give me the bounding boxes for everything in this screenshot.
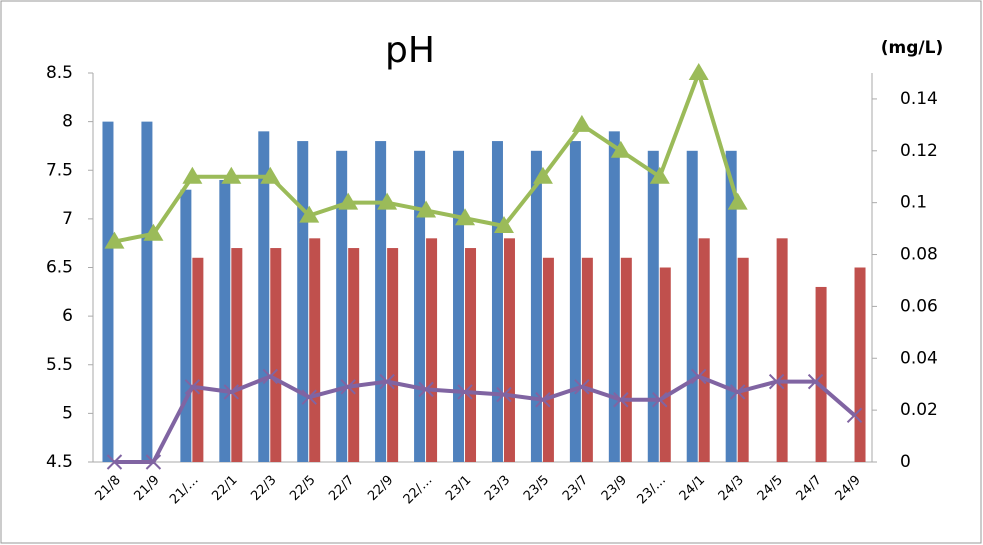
bar xyxy=(503,238,515,462)
bar xyxy=(725,150,737,463)
marker xyxy=(143,223,164,241)
bar xyxy=(686,150,698,463)
marker xyxy=(104,231,125,249)
y-tick-label: 5 xyxy=(62,403,73,423)
y2-tick-label: 0.08 xyxy=(900,245,938,265)
y-tick-label: 6 xyxy=(62,306,73,326)
bar xyxy=(530,150,542,463)
marker xyxy=(457,384,473,400)
marker xyxy=(496,386,512,403)
bar xyxy=(231,248,243,462)
bar xyxy=(375,141,387,462)
bar xyxy=(453,150,465,463)
y2-tick-label: 0.1 xyxy=(900,193,927,213)
y2-axis-label: (mg/L) xyxy=(881,38,943,58)
marker xyxy=(262,368,278,385)
y-tick-label: 7.5 xyxy=(46,160,73,180)
bar xyxy=(297,141,309,462)
bar xyxy=(581,257,593,462)
y-tick-label: 8.5 xyxy=(46,63,73,83)
marker xyxy=(574,379,590,395)
y2-tick-label: 0.06 xyxy=(900,296,938,316)
marker xyxy=(846,407,863,424)
marker xyxy=(729,384,746,400)
marker xyxy=(340,379,356,395)
bar xyxy=(348,248,360,462)
bar xyxy=(141,121,153,462)
bar xyxy=(258,131,270,462)
marker xyxy=(301,389,317,405)
marker xyxy=(455,208,476,226)
bar xyxy=(542,257,554,462)
line xyxy=(114,374,856,464)
marker xyxy=(299,205,320,223)
marker xyxy=(182,166,203,184)
marker xyxy=(184,379,201,395)
marker xyxy=(532,166,553,184)
marker xyxy=(691,368,707,385)
marker xyxy=(610,140,631,158)
marker xyxy=(379,373,395,390)
marker xyxy=(727,192,748,210)
bar xyxy=(815,286,827,462)
bar xyxy=(647,150,659,463)
marker xyxy=(493,216,514,234)
bar xyxy=(102,121,114,462)
y-tick-label: 8 xyxy=(62,112,73,132)
marker xyxy=(223,384,240,400)
marker xyxy=(535,392,551,408)
marker xyxy=(338,192,359,210)
y2-tick-label: 0 xyxy=(900,452,911,472)
bar xyxy=(387,248,399,462)
y-tick-label: 6.5 xyxy=(46,258,73,278)
marker xyxy=(145,454,162,470)
bar xyxy=(336,150,348,463)
bar xyxy=(608,131,620,462)
bar xyxy=(426,238,438,462)
marker xyxy=(571,114,592,132)
bar xyxy=(414,150,426,463)
bar xyxy=(854,267,866,462)
y-tick-label: 7 xyxy=(62,209,73,229)
y2-tick-label: 0.14 xyxy=(900,89,938,109)
bar xyxy=(491,141,503,462)
bar xyxy=(270,248,282,462)
bar xyxy=(698,238,710,462)
y2-tick-label: 0.12 xyxy=(900,141,938,161)
bar xyxy=(465,248,477,462)
marker xyxy=(418,381,434,398)
marker xyxy=(652,392,668,408)
bar xyxy=(776,238,788,462)
marker xyxy=(221,166,242,184)
y-tick-label: 5.5 xyxy=(46,355,73,375)
y2-tick-label: 0.04 xyxy=(900,348,938,368)
bar xyxy=(659,267,671,462)
marker xyxy=(649,166,670,184)
marker xyxy=(688,63,709,80)
bar xyxy=(620,257,632,462)
chart-title: pH xyxy=(385,30,435,71)
bar xyxy=(180,189,192,462)
y2-tick-label: 0.02 xyxy=(900,400,938,420)
bar xyxy=(737,257,749,462)
marker xyxy=(807,373,824,390)
bar xyxy=(569,141,581,462)
marker xyxy=(377,192,398,210)
marker xyxy=(613,392,629,408)
marker xyxy=(768,373,785,390)
marker xyxy=(416,200,437,218)
bar xyxy=(219,179,231,462)
marker xyxy=(260,166,281,184)
bar xyxy=(309,238,321,462)
y-tick-label: 4.5 xyxy=(46,452,73,472)
marker xyxy=(106,454,123,470)
bar xyxy=(192,257,204,462)
